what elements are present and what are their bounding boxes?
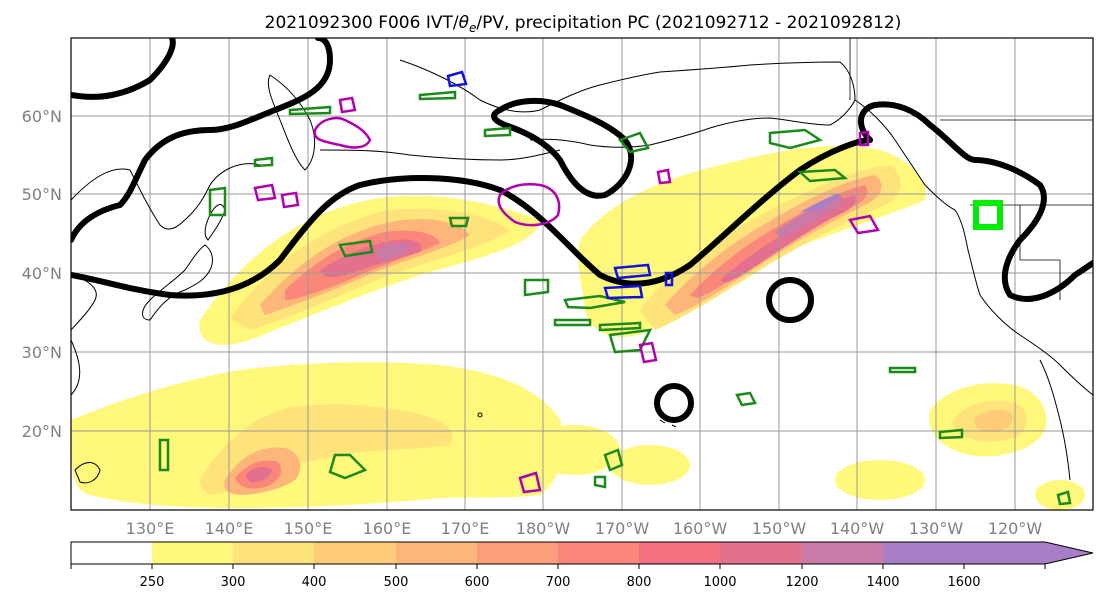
coastlines	[71, 59, 1093, 484]
lon-label: 130°E	[126, 519, 175, 538]
colorbar-label: 250	[140, 575, 165, 590]
lon-label: 120°W	[988, 519, 1043, 538]
colorbar-label: 300	[221, 575, 246, 590]
lat-label: 20°N	[22, 422, 62, 441]
blue-contours	[446, 70, 674, 300]
colorbar-segment	[314, 542, 396, 564]
map-panel	[70, 37, 1094, 511]
colorbar-label: 500	[384, 575, 409, 590]
map-frame	[70, 37, 1094, 511]
target-region-box	[973, 200, 1003, 230]
longitude-labels: 130°E 140°E 150°E 160°E 170°E 180°W 170°…	[126, 519, 1043, 538]
colorbar-label: 1400	[866, 575, 899, 590]
figure-title: 2021092300 F006 IVT/θe/PV, precipitation…	[265, 13, 902, 35]
colorbar-label: 600	[465, 575, 490, 590]
colorbar-segment	[883, 542, 964, 564]
colorbar-ticks	[70, 564, 1046, 569]
colorbar-label: 800	[627, 575, 652, 590]
lon-label: 160°W	[673, 519, 728, 538]
lat-label: 50°N	[22, 185, 62, 204]
lon-label: 160°E	[363, 519, 412, 538]
lat-label: 60°N	[22, 107, 62, 126]
colorbar-segment	[152, 542, 233, 564]
pv-contours	[71, 38, 1093, 423]
colorbar-label: 400	[302, 575, 327, 590]
colorbar-label: 700	[546, 575, 571, 590]
colorbar: 250 300 400 500 600 700 800 1000 1200 14…	[70, 541, 1094, 590]
lat-label: 30°N	[22, 343, 62, 362]
lon-label: 170°W	[595, 519, 650, 538]
lon-label: 140°E	[205, 519, 254, 538]
lon-label: 130°W	[909, 519, 964, 538]
colorbar-label: 1600	[947, 575, 980, 590]
colorbar-segment	[233, 542, 314, 564]
colorbar-segment	[720, 542, 802, 564]
lon-label: 180°W	[516, 519, 571, 538]
colorbar-segment	[477, 542, 558, 564]
colorbar-segment	[802, 542, 883, 564]
colorbar-label: 1000	[703, 575, 736, 590]
colorbar-segment	[71, 542, 152, 564]
colorbar-segment	[558, 542, 639, 564]
colorbar-extension-arrow	[964, 542, 1093, 564]
lat-label: 40°N	[22, 264, 62, 283]
colorbar-segment	[396, 542, 477, 564]
magenta-contours	[253, 96, 880, 494]
lon-label: 140°W	[830, 519, 885, 538]
lon-label: 150°E	[284, 519, 333, 538]
latitude-labels: 60°N 50°N 40°N 30°N 20°N	[22, 107, 62, 441]
colorbar-outline	[70, 541, 1094, 565]
colorbar-segment	[639, 542, 720, 564]
lon-label: 170°E	[441, 519, 490, 538]
lon-label: 150°W	[752, 519, 807, 538]
colorbar-label: 1200	[785, 575, 818, 590]
